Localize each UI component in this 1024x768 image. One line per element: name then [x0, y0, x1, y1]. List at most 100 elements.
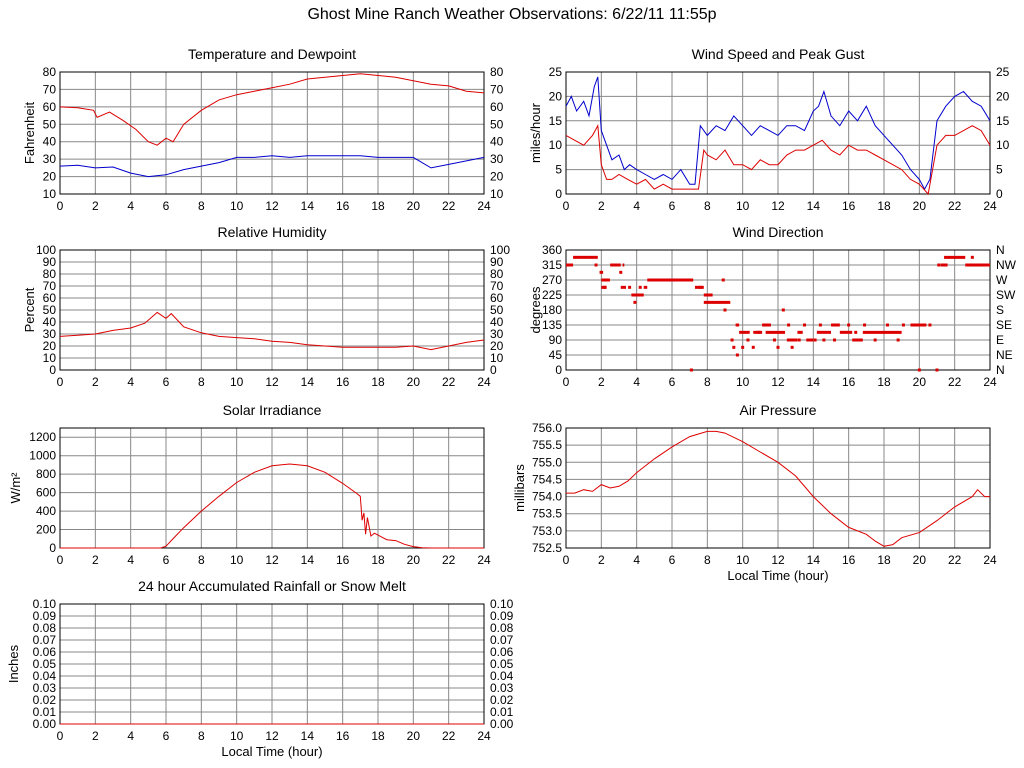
x-tick-label: 24 [477, 729, 491, 743]
x-tick-label: 8 [704, 375, 711, 389]
x-tick-label: 20 [913, 553, 927, 567]
direction-point [698, 285, 702, 289]
x-tick-label: 24 [983, 199, 997, 213]
y-tick-label: 0.07 [33, 633, 57, 647]
direction-point [790, 345, 794, 349]
x-tick-label: 18 [371, 375, 385, 389]
y-tick-label: 0.08 [33, 621, 57, 635]
plot-frame [565, 249, 991, 371]
x-tick-label: 12 [265, 199, 279, 213]
y-right-tick-label: NW [996, 258, 1017, 272]
y-right-tick-label: 80 [490, 267, 504, 281]
y-tick-label: 60 [43, 100, 57, 114]
y-right-tick-label: 0.09 [490, 609, 514, 623]
series-line-red [59, 73, 485, 146]
y-right-tick-label: 15 [996, 114, 1010, 128]
y-tick-label: 70 [43, 82, 57, 96]
x-tick-label: 20 [407, 729, 421, 743]
y-right-tick-label: 60 [490, 100, 504, 114]
y-tick-label: 15 [549, 114, 563, 128]
x-tick-label: 18 [877, 199, 891, 213]
y-right-tick-label: 0.01 [490, 705, 514, 719]
y-right-tick-label: S [996, 303, 1004, 317]
y-tick-label: 360 [542, 243, 562, 257]
x-tick-label: 12 [771, 553, 785, 567]
x-tick-label: 0 [57, 375, 64, 389]
x-tick-label: 16 [336, 729, 350, 743]
plot-frame [59, 427, 485, 549]
y-tick-label: 135 [542, 318, 562, 332]
x-tick-label: 10 [230, 375, 244, 389]
x-tick-label: 0 [57, 729, 64, 743]
x-tick-label: 2 [598, 375, 605, 389]
y-tick-label: 20 [43, 170, 57, 184]
x-tick-label: 14 [301, 199, 315, 213]
x-tick-label: 2 [598, 553, 605, 567]
direction-point [594, 263, 598, 267]
chart-title: Temperature and Dewpoint [188, 46, 356, 62]
y-right-tick-label: 0.05 [490, 657, 514, 671]
x-tick-label: 22 [442, 375, 456, 389]
y-tick-label: 754.5 [532, 472, 562, 486]
x-tick-label: 14 [807, 553, 821, 567]
y-axis-label: degrees [528, 286, 543, 333]
chart-title: Wind Direction [732, 224, 823, 240]
y-right-tick-label: 90 [490, 255, 504, 269]
y-tick-label: 0 [555, 187, 562, 201]
direction-point [886, 323, 890, 327]
direction-point [787, 323, 791, 327]
direction-point [781, 308, 785, 312]
y-tick-label: 30 [43, 327, 57, 341]
x-tick-label: 2 [92, 553, 99, 567]
y-right-tick-label: 0.03 [490, 681, 514, 695]
y-tick-label: 25 [549, 65, 563, 79]
x-tick-label: 12 [265, 553, 279, 567]
y-tick-label: 20 [549, 89, 563, 103]
x-tick-label: 24 [477, 553, 491, 567]
y-right-tick-label: 0 [490, 363, 497, 377]
x-tick-label: 12 [771, 375, 785, 389]
y-right-tick-label: N [996, 243, 1005, 257]
direction-point [863, 323, 867, 327]
x-tick-label: 24 [477, 375, 491, 389]
x-tick-label: 14 [301, 553, 315, 567]
direction-point [619, 270, 623, 274]
y-right-tick-label: 60 [490, 291, 504, 305]
y-right-tick-label: 25 [996, 65, 1010, 79]
series-line-red [565, 124, 991, 196]
x-tick-label: 18 [877, 375, 891, 389]
x-tick-label: 24 [983, 553, 997, 567]
x-tick-label: 4 [127, 729, 134, 743]
y-right-tick-label: 80 [490, 65, 504, 79]
direction-point [606, 278, 610, 282]
direction-point [901, 323, 905, 327]
y-right-tick-label: 20 [490, 339, 504, 353]
y-right-tick-label: 10 [490, 187, 504, 201]
y-tick-label: 753.0 [532, 524, 562, 538]
chart-title: Air Pressure [739, 402, 816, 418]
y-tick-label: 0.02 [33, 693, 57, 707]
y-right-tick-label: W [996, 273, 1008, 287]
x-tick-label: 6 [163, 375, 170, 389]
x-tick-label: 16 [336, 375, 350, 389]
x-tick-label: 24 [983, 375, 997, 389]
y-tick-label: 0.01 [33, 705, 57, 719]
y-tick-label: 0.03 [33, 681, 57, 695]
y-tick-label: 1200 [29, 430, 56, 444]
direction-point [937, 263, 941, 267]
y-tick-label: 752.5 [532, 541, 562, 555]
direction-point [935, 368, 939, 372]
x-tick-label: 2 [92, 199, 99, 213]
x-tick-label: 22 [948, 375, 962, 389]
series-line-red [566, 430, 990, 547]
chart-rainfall: 24 hour Accumulated Rainfall or Snow Mel… [6, 578, 514, 759]
y-right-tick-label: 0.10 [490, 597, 514, 611]
direction-point [772, 338, 776, 342]
y-right-tick-label: 50 [490, 117, 504, 131]
x-tick-label: 2 [598, 199, 605, 213]
y-right-tick-label: E [996, 333, 1004, 347]
direction-point [873, 338, 877, 342]
